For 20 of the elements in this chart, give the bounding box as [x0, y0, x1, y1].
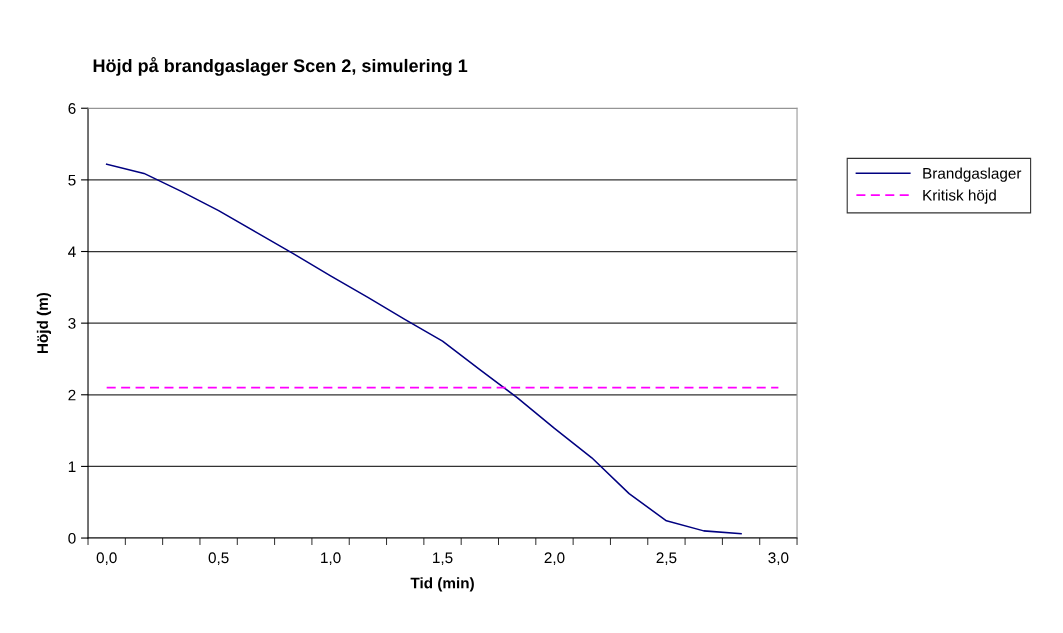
x-tick-label: 2,0 [544, 552, 565, 565]
x-tick-label: 1,0 [321, 552, 341, 565]
y-tick-label: 0 [68, 532, 76, 544]
x-axis-title: Tid (min) [410, 577, 474, 592]
x-tick-label: 0,5 [208, 552, 229, 565]
x-tick-label: 3,0 [768, 552, 789, 565]
y-axis-title: Höjd (m) [36, 292, 52, 354]
y-tick-label: 4 [68, 246, 76, 258]
x-tick-label: 1,5 [433, 552, 453, 565]
x-tick-label: 0,0 [96, 552, 117, 565]
legend-label: Kritisk höjd [923, 189, 996, 204]
y-tick-label: 6 [68, 103, 76, 114]
y-tick-label: 3 [68, 318, 76, 329]
legend-label: Brandgaslager [923, 167, 1022, 182]
y-tick-label: 5 [68, 174, 76, 186]
x-tick-label: 2,5 [656, 552, 677, 565]
chart-title: Höjd på brandgaslager Scen 2, simulering 1 [93, 57, 468, 76]
line-series [105, 163, 742, 535]
y-tick-label: 1 [68, 461, 76, 472]
y-tick-label: 2 [68, 389, 76, 401]
